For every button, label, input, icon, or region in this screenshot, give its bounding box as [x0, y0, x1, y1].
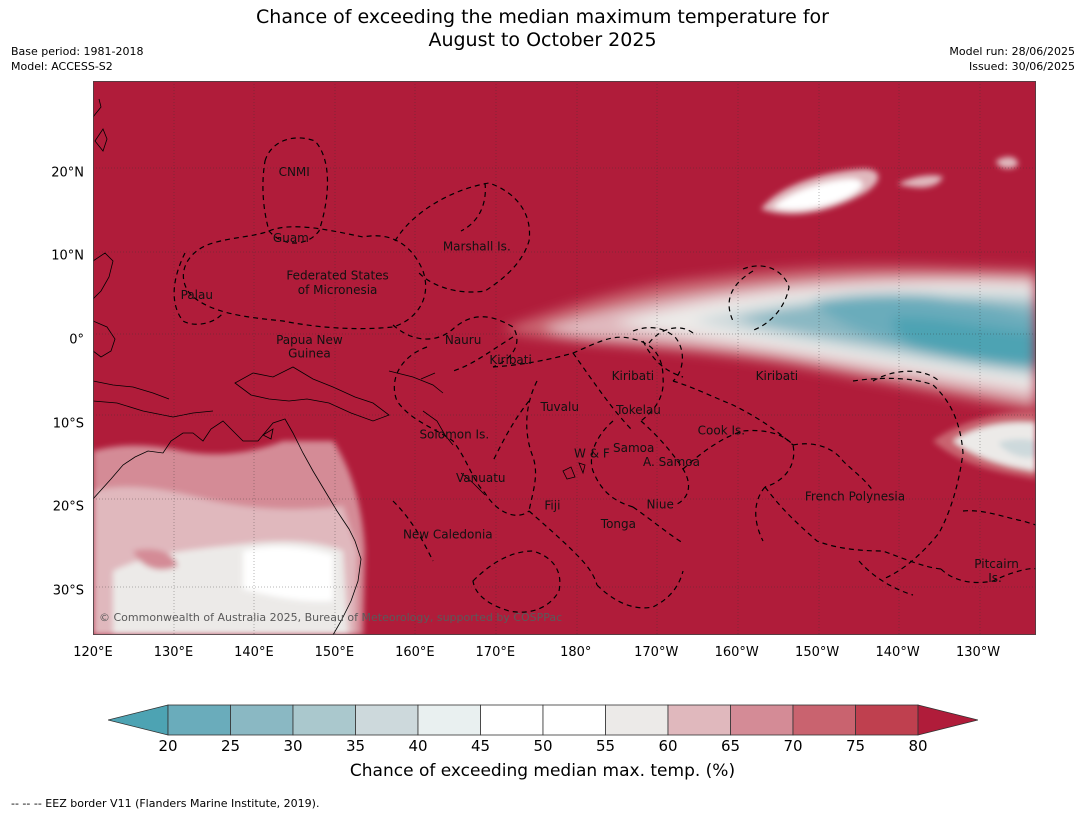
region-label: Tuvalu — [539, 400, 579, 414]
hawaii-anomaly-region — [761, 156, 1018, 215]
region-label: Tonga — [600, 517, 636, 531]
title-line-2: August to October 2025 — [428, 29, 657, 51]
latitude-label: 10°N — [51, 248, 84, 264]
map-frame — [93, 81, 1036, 635]
colorbar-tick-label: 70 — [783, 737, 803, 755]
region-label: A. Samoa — [643, 455, 700, 469]
colorbar-tick-label: 50 — [533, 737, 553, 755]
region-label: of Micronesia — [298, 283, 378, 297]
region-label: Marshall Is. — [443, 239, 511, 253]
colorbar-tick-label: 60 — [658, 737, 678, 755]
colorbar-segment — [355, 704, 419, 736]
eez-borders — [173, 137, 1036, 613]
meta-right: Model run: 28/06/2025 Issued: 30/06/2025 — [949, 44, 1075, 74]
colorbar-segment — [605, 704, 669, 736]
longitude-label: 120°E — [73, 645, 113, 660]
region-label: Palau — [181, 288, 213, 302]
longitude-label: 160°W — [714, 645, 759, 660]
longitude-label: 160°E — [395, 645, 435, 660]
region-label: CNMI — [279, 165, 310, 179]
region-label: Guinea — [288, 346, 331, 360]
region-label: Is. — [988, 571, 1002, 585]
equatorial-anomaly-region — [503, 265, 1036, 413]
colorbar-tick-label: 75 — [845, 737, 866, 755]
colorbar-tick-label: 65 — [720, 737, 741, 755]
colorbar-tick-label: 35 — [345, 737, 366, 755]
region-label: Tokelau — [615, 403, 661, 417]
model-name: Model: ACCESS-S2 — [11, 60, 113, 73]
graticule — [93, 81, 1036, 635]
meta-left: Base period: 1981-2018 Model: ACCESS-S2 — [11, 44, 143, 74]
latitude-label: 30°S — [52, 583, 84, 599]
copyright-notice: © Commonwealth of Australia 2025, Bureau… — [99, 611, 562, 624]
southeast-anomaly-region — [933, 411, 1036, 479]
colorbar-tick-label: 20 — [158, 737, 178, 755]
colorbar-tick-label: 40 — [408, 737, 428, 755]
colorbar-segment — [417, 704, 481, 736]
region-label: Guam — [273, 231, 309, 245]
region-label: Samoa — [613, 441, 654, 455]
colorbar-tick-label: 30 — [283, 737, 303, 755]
forecast-map: CNMI Guam Marshall Is. Palau Federated State… — [93, 81, 1036, 635]
eez-footnote: -- -- -- EEZ border V11 (Flanders Marine… — [11, 797, 320, 810]
region-label: Pitcairn — [974, 557, 1019, 571]
region-label: Federated States — [286, 269, 388, 283]
latitude-label: 20°S — [52, 499, 84, 515]
region-label: W & F — [574, 447, 610, 461]
colorbar — [108, 704, 978, 736]
australia-anomaly-region — [93, 441, 365, 635]
region-label: Kiribati — [612, 369, 654, 383]
longitude-label: 180° — [560, 645, 592, 660]
model-run: Model run: 28/06/2025 — [949, 45, 1075, 58]
region-label: Nauru — [445, 333, 481, 347]
issued-date: Issued: 30/06/2025 — [968, 60, 1075, 73]
latitude-label: 10°S — [52, 416, 84, 432]
region-label: Kiribati — [489, 353, 531, 367]
colorbar-tick-label: 45 — [470, 737, 491, 755]
longitude-label: 140°E — [234, 645, 274, 660]
longitude-label: 150°E — [314, 645, 355, 660]
australia-coastline — [93, 418, 362, 635]
base-period: Base period: 1981-2018 — [11, 45, 144, 58]
colorbar-segment — [230, 704, 294, 736]
map-title: Chance of exceeding the median maximum t… — [0, 6, 1085, 52]
longitude-label: 150°W — [795, 645, 840, 660]
colorbar-min-arrow — [108, 704, 169, 736]
colorbar-segment — [667, 704, 731, 736]
colorbar-segment — [292, 704, 356, 736]
longitude-label: 130°W — [955, 645, 1001, 660]
longitude-label: 170°E — [475, 645, 516, 660]
region-label: French Polynesia — [805, 489, 905, 503]
longitude-label: 140°W — [875, 645, 920, 660]
longitude-label: 130°E — [153, 645, 194, 660]
colorbar-tick-label: 80 — [908, 737, 928, 755]
colorbar-title: Chance of exceeding median max. temp. (%… — [349, 761, 736, 781]
region-label: New Caledonia — [403, 528, 493, 542]
colorbar-segment — [792, 704, 856, 736]
colorbar-segment — [167, 704, 231, 736]
region-label: Papua New — [276, 333, 343, 347]
title-line-1: Chance of exceeding the median maximum t… — [256, 6, 829, 28]
region-label: Fiji — [544, 499, 560, 513]
colorbar-segment — [730, 704, 794, 736]
region-label: Solomon Is. — [419, 428, 489, 442]
colorbar-segment — [855, 704, 919, 736]
region-label: Vanuatu — [456, 471, 506, 485]
region-labels: CNMI Guam Marshall Is. Palau Federated State… — [181, 165, 1019, 585]
colorbar-max-arrow — [917, 704, 978, 736]
colorbar-tick-label: 25 — [220, 737, 241, 755]
longitude-label: 170°W — [634, 645, 679, 660]
colorbar-segment — [542, 704, 606, 736]
latitude-label: 20°N — [51, 165, 84, 181]
latitude-label: 0° — [69, 332, 84, 348]
region-label: Cook Is. — [698, 423, 745, 437]
colorbar-tick-label: 55 — [595, 737, 616, 755]
region-label: Niue — [647, 498, 674, 512]
colorbar-segment — [480, 704, 544, 736]
island-outlines — [93, 98, 586, 496]
region-label: Kiribati — [756, 369, 798, 383]
